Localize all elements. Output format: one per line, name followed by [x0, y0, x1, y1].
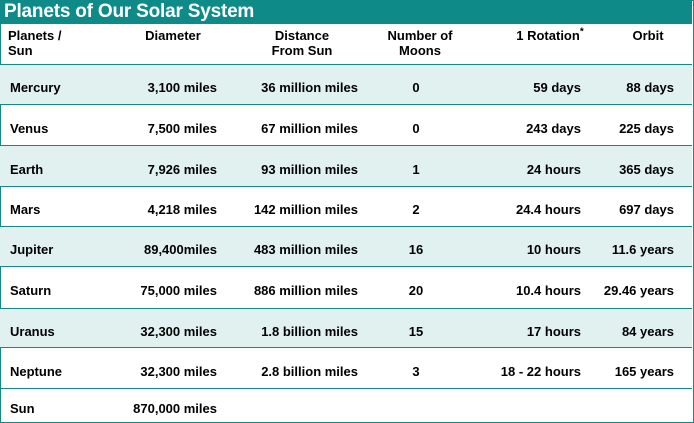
orbit-cell: 225 days	[619, 121, 674, 136]
rotation-cell: 243 days	[526, 121, 581, 136]
header-planet-line-1: Planets /	[8, 28, 62, 43]
header-distance: Distance From Sun	[247, 28, 357, 58]
header-planet-line-2: Sun	[8, 43, 33, 58]
orbit-cell: 29.46 years	[603, 283, 674, 298]
header-diameter: Diameter	[145, 28, 201, 43]
planet-name-cell: Saturn	[10, 283, 52, 298]
table-row: Neptune 32,300 miles 2.8 billion miles 3 18 …	[0, 347, 692, 388]
header-moons: Number of Moons	[375, 28, 465, 58]
moons-cell: 1	[412, 162, 420, 177]
orbit-cell: 88 days	[626, 80, 674, 95]
planet-name-cell: Neptune	[10, 364, 62, 379]
moons-cell: 20	[408, 283, 424, 298]
distance-cell: 142 million miles	[253, 202, 358, 217]
diameter-cell: 32,300 miles	[140, 364, 217, 379]
table-row: Mars 4,218 miles 142 million miles 2 24.4 ho…	[0, 186, 692, 226]
planet-name-cell: Mercury	[10, 80, 61, 95]
orbit-cell: 697 days	[619, 202, 674, 217]
table-row: Saturn 75,000 miles 886 million miles 20 10.…	[0, 266, 692, 308]
header-moons-line-2: Moons	[399, 43, 441, 58]
header-rotation-label: 1 Rotation	[516, 28, 580, 43]
planet-name-cell: Sun	[10, 401, 35, 416]
moons-cell: 2	[412, 202, 420, 217]
rotation-cell: 24.4 hours	[515, 202, 581, 217]
moons-cell: 0	[412, 121, 420, 136]
distance-cell: 67 million miles	[261, 121, 358, 136]
rotation-cell: 59 days	[533, 80, 581, 95]
header-rotation: 1 Rotation*	[500, 26, 600, 43]
moons-cell: 15	[408, 324, 424, 339]
diameter-cell: 32,300 miles	[140, 324, 217, 339]
planet-name-cell: Mars	[10, 202, 41, 217]
header-planet: Planets / Sun	[8, 28, 61, 58]
moons-cell: 0	[412, 80, 420, 95]
row-divider	[0, 388, 692, 389]
distance-cell: 93 million miles	[261, 162, 358, 177]
rotation-cell: 10 hours	[526, 242, 581, 257]
planet-name-cell: Venus	[10, 121, 49, 136]
table-row: Sun 870,000 miles	[0, 388, 692, 421]
orbit-cell: 11.6 years	[611, 242, 674, 257]
table-row: Uranus 32,300 miles 1.8 billion miles 15 17 …	[0, 308, 692, 347]
footnote-marker: *	[579, 26, 584, 38]
row-divider	[0, 347, 692, 348]
table-row: Venus 7,500 miles 67 million miles 0 243 day…	[0, 104, 692, 145]
diameter-cell: 7,926 miles	[147, 162, 217, 177]
moons-cell: 16	[408, 242, 424, 257]
row-divider	[0, 104, 692, 105]
table-row: Mercury 3,100 miles 36 million miles 0 59 da…	[0, 64, 692, 104]
header-moons-line-1: Number of	[387, 28, 453, 43]
distance-cell: 483 million miles	[253, 242, 358, 257]
diameter-cell: 870,000 miles	[133, 401, 217, 416]
distance-cell: 1.8 billion miles	[261, 324, 358, 339]
orbit-cell: 165 years	[614, 364, 674, 379]
distance-cell: 886 million miles	[253, 283, 358, 298]
header-orbit: Orbit	[632, 28, 664, 43]
row-divider	[0, 226, 692, 227]
row-divider	[0, 145, 692, 146]
diameter-cell: 3,100 miles	[147, 80, 217, 95]
title-bar: Planets of Our Solar System	[0, 0, 692, 24]
diameter-cell: 89,400miles	[143, 242, 217, 257]
header-distance-line-1: Distance	[274, 28, 330, 43]
diameter-cell: 7,500 miles	[147, 121, 217, 136]
diameter-cell: 75,000 miles	[140, 283, 217, 298]
planet-name-cell: Uranus	[10, 324, 55, 339]
rotation-cell: 18 - 22 hours	[500, 364, 581, 379]
diameter-cell: 4,218 miles	[147, 202, 217, 217]
table-row: Jupiter 89,400miles 483 million miles 16 10 …	[0, 226, 692, 266]
page-title: Planets of Our Solar System	[4, 1, 255, 22]
header-distance-line-2: From Sun	[271, 43, 333, 58]
row-divider	[0, 64, 692, 65]
orbit-cell: 84 years	[621, 324, 674, 339]
row-divider	[0, 186, 692, 187]
rotation-cell: 24 hours	[526, 162, 581, 177]
row-divider	[0, 266, 692, 267]
planet-name-cell: Jupiter	[10, 242, 54, 257]
table-row: Earth 7,926 miles 93 million miles 1 24 hour…	[0, 145, 692, 186]
distance-cell: 2.8 billion miles	[261, 364, 358, 379]
rotation-cell: 10.4 hours	[515, 283, 581, 298]
rotation-cell: 17 hours	[526, 324, 581, 339]
row-divider	[0, 308, 692, 309]
planet-name-cell: Earth	[10, 162, 44, 177]
orbit-cell: 365 days	[619, 162, 674, 177]
distance-cell: 36 million miles	[261, 80, 358, 95]
moons-cell: 3	[412, 364, 420, 379]
